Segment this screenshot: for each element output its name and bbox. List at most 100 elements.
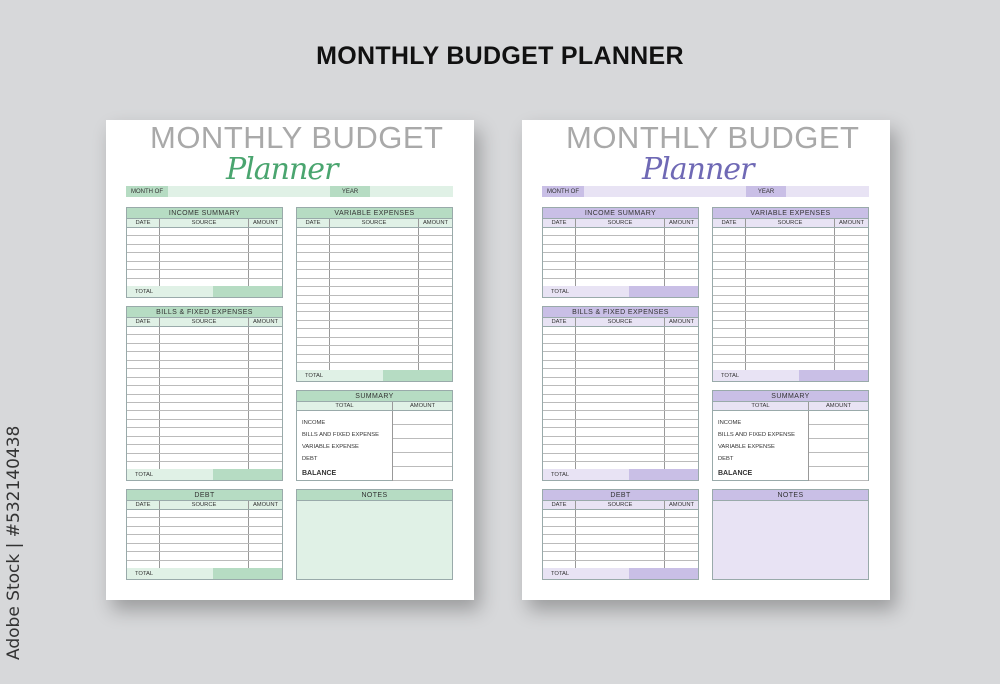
table-cell[interactable] (419, 236, 452, 243)
table-cell[interactable] (249, 270, 282, 277)
table-cell[interactable] (419, 329, 452, 336)
table-cell[interactable] (127, 386, 160, 394)
table-cell[interactable] (665, 395, 698, 402)
table-cell[interactable] (127, 394, 160, 402)
table-cell[interactable] (249, 236, 282, 243)
table-cell[interactable] (297, 236, 330, 244)
table-cell[interactable] (665, 352, 698, 359)
table-cell[interactable] (746, 270, 835, 278)
table-cell[interactable] (160, 445, 249, 453)
month-field[interactable] (168, 186, 330, 197)
table-cell[interactable] (160, 278, 249, 287)
table-cell[interactable] (665, 279, 698, 286)
table-cell[interactable] (665, 454, 698, 461)
table-cell[interactable] (297, 363, 330, 371)
table-cell[interactable] (576, 445, 665, 453)
table-cell[interactable] (249, 386, 282, 393)
table-cell[interactable] (543, 453, 576, 461)
table-cell[interactable] (127, 462, 160, 470)
table-cell[interactable] (127, 228, 160, 236)
table-cell[interactable] (160, 518, 249, 526)
table-cell[interactable] (576, 526, 665, 535)
table-cell[interactable] (576, 386, 665, 394)
table-cell[interactable] (249, 535, 282, 542)
table-cell[interactable] (249, 544, 282, 551)
table-cell[interactable] (665, 445, 698, 452)
table-cell[interactable] (127, 436, 160, 445)
table-cell[interactable] (127, 510, 160, 518)
table-cell[interactable] (543, 419, 576, 428)
table-cell[interactable] (297, 303, 330, 312)
table-cell[interactable] (665, 378, 698, 385)
table-cell[interactable] (746, 312, 835, 320)
table-cell[interactable] (543, 560, 576, 569)
table-cell[interactable] (160, 228, 249, 236)
table-cell[interactable] (127, 360, 160, 369)
table-cell[interactable] (249, 527, 282, 534)
table-cell[interactable] (713, 295, 746, 303)
table-cell[interactable] (160, 436, 249, 445)
table-cell[interactable] (160, 419, 249, 428)
table-cell[interactable] (249, 228, 282, 235)
table-cell[interactable] (127, 369, 160, 377)
table-cell[interactable] (249, 262, 282, 269)
summary-amount-field[interactable] (809, 439, 868, 453)
table-cell[interactable] (297, 337, 330, 346)
month-field[interactable] (584, 186, 746, 197)
table-cell[interactable] (543, 335, 576, 343)
table-cell[interactable] (297, 244, 330, 253)
table-cell[interactable] (543, 510, 576, 518)
table-cell[interactable] (160, 386, 249, 394)
table-cell[interactable] (160, 543, 249, 552)
table-cell[interactable] (297, 312, 330, 320)
table-cell[interactable] (249, 420, 282, 427)
table-cell[interactable] (419, 346, 452, 353)
table-cell[interactable] (160, 244, 249, 253)
table-cell[interactable] (419, 312, 452, 319)
table-cell[interactable] (835, 287, 868, 294)
table-cell[interactable] (543, 543, 576, 552)
table-cell[interactable] (576, 352, 665, 360)
table-cell[interactable] (543, 327, 576, 335)
table-cell[interactable] (665, 361, 698, 368)
table-cell[interactable] (713, 228, 746, 236)
table-cell[interactable] (249, 361, 282, 368)
table-cell[interactable] (713, 337, 746, 346)
table-cell[interactable] (330, 363, 419, 371)
table-cell[interactable] (665, 510, 698, 517)
table-cell[interactable] (665, 518, 698, 525)
table-cell[interactable] (127, 236, 160, 244)
table-cell[interactable] (576, 278, 665, 287)
table-cell[interactable] (835, 338, 868, 345)
table-cell[interactable] (576, 428, 665, 436)
table-cell[interactable] (543, 445, 576, 453)
summary-amount-field[interactable] (393, 439, 452, 453)
table-cell[interactable] (160, 369, 249, 377)
table-cell[interactable] (576, 343, 665, 352)
table-cell[interactable] (713, 253, 746, 261)
total-value[interactable] (629, 286, 698, 297)
table-cell[interactable] (160, 411, 249, 419)
table-cell[interactable] (127, 445, 160, 453)
summary-amount-field[interactable] (393, 467, 452, 481)
table-cell[interactable] (665, 552, 698, 559)
table-cell[interactable] (665, 262, 698, 269)
table-cell[interactable] (127, 253, 160, 261)
table-cell[interactable] (746, 346, 835, 354)
table-cell[interactable] (543, 394, 576, 402)
table-cell[interactable] (835, 329, 868, 336)
table-cell[interactable] (330, 244, 419, 253)
table-cell[interactable] (835, 304, 868, 311)
table-cell[interactable] (160, 343, 249, 352)
total-value[interactable] (629, 568, 698, 579)
notes-area[interactable] (713, 501, 868, 579)
table-cell[interactable] (249, 253, 282, 260)
table-cell[interactable] (576, 543, 665, 552)
table-cell[interactable] (297, 278, 330, 287)
table-cell[interactable] (127, 352, 160, 360)
table-cell[interactable] (665, 245, 698, 252)
table-cell[interactable] (576, 510, 665, 518)
table-cell[interactable] (835, 346, 868, 353)
table-cell[interactable] (297, 346, 330, 354)
table-cell[interactable] (835, 296, 868, 303)
